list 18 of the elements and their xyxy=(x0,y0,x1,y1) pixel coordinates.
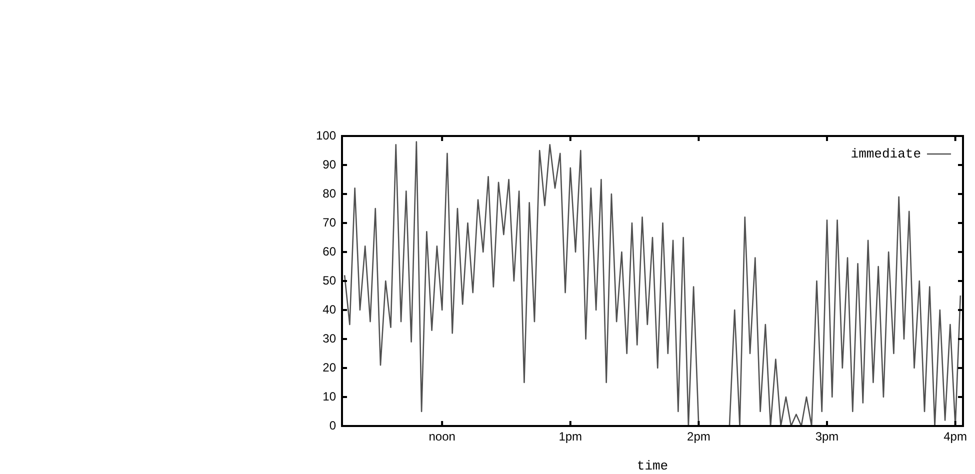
x-tick-label: 4pm xyxy=(944,430,967,444)
legend-label: immediate xyxy=(850,146,921,162)
y-tick-label: 40 xyxy=(322,302,336,316)
x-tick-label: 2pm xyxy=(687,430,710,444)
y-tick-label: 100 xyxy=(316,128,336,142)
y-tick-label: 50 xyxy=(322,273,336,288)
x-tick-label: 1pm xyxy=(558,430,582,444)
x-axis-title: time xyxy=(636,458,668,474)
y-tick-label: 90 xyxy=(322,157,336,172)
y-tick-label: 0 xyxy=(329,418,336,432)
y-tick-label: 20 xyxy=(322,360,336,374)
y-tick-label: 80 xyxy=(322,186,336,200)
x-tick-label: 3pm xyxy=(815,430,839,444)
y-tick-label: 70 xyxy=(322,215,336,230)
y-tick-label: 60 xyxy=(322,244,336,258)
y-tick-label: 30 xyxy=(322,331,336,346)
x-tick-label: noon xyxy=(428,430,456,444)
y-tick-label: 10 xyxy=(322,389,336,404)
